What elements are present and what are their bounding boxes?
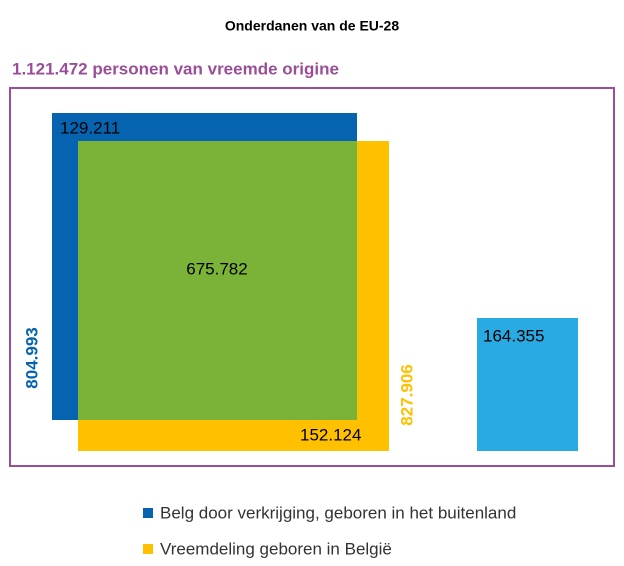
overlap-square — [78, 141, 357, 420]
overlap-label: 675.782 — [186, 259, 247, 278]
other-square — [477, 318, 578, 451]
title: Onderdanen van de EU-28 — [225, 18, 399, 34]
yellow-total-label: 827.906 — [397, 364, 416, 425]
other-label: 164.355 — [483, 326, 544, 345]
blue-only-label: 129.211 — [60, 118, 120, 137]
legend-label: Vreemdeling geboren in België — [160, 539, 392, 558]
frame — [9, 87, 615, 467]
blue-total-label: 804.993 — [22, 327, 41, 388]
yellow-only-label: 152.124 — [300, 425, 361, 444]
subtitle: 1.121.472 personen van vreemde origine — [12, 59, 339, 78]
legend-swatch — [143, 508, 153, 518]
legend-swatch — [143, 544, 153, 554]
legend-label: Belg door verkrijging, geboren in het bu… — [160, 503, 516, 522]
